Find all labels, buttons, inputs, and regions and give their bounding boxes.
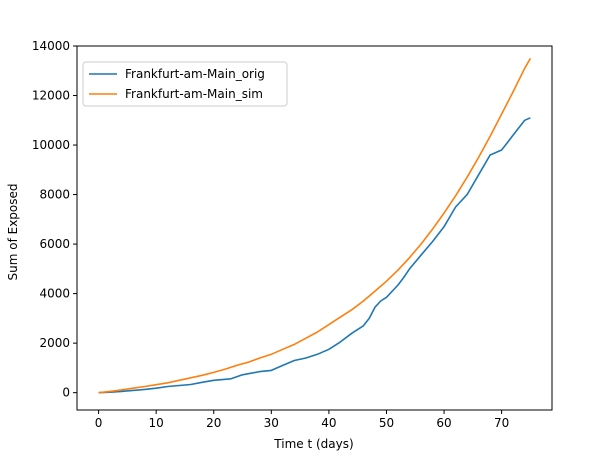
y-tick-label: 12000 xyxy=(32,89,70,103)
y-tick-label: 2000 xyxy=(39,336,70,350)
legend-label-sim: Frankfurt-am-Main_sim xyxy=(125,87,263,101)
y-tick-label: 10000 xyxy=(32,138,70,152)
x-tick-label: 40 xyxy=(321,416,336,430)
x-tick-label: 70 xyxy=(494,416,509,430)
legend: Frankfurt-am-Main_orig Frankfurt-am-Main… xyxy=(82,61,288,107)
y-tick-label: 0 xyxy=(62,386,70,400)
y-tick-label: 6000 xyxy=(39,237,70,251)
x-tick-label: 0 xyxy=(95,416,103,430)
legend-frame xyxy=(82,61,288,107)
x-tick-label: 20 xyxy=(206,416,221,430)
x-tick-label: 30 xyxy=(264,416,279,430)
plot-frame xyxy=(76,45,553,411)
legend-label-orig: Frankfurt-am-Main_orig xyxy=(125,67,265,81)
x-tick-label: 50 xyxy=(379,416,394,430)
y-tick-label: 14000 xyxy=(32,39,70,53)
x-axis-label: Time t (days) xyxy=(273,437,353,451)
x-axis: 0 10 20 30 40 50 60 70 xyxy=(95,410,509,430)
series-line-sim xyxy=(98,58,532,394)
y-axis: 0 2000 4000 6000 8000 10000 12000 14000 xyxy=(32,39,77,400)
x-tick-label: 10 xyxy=(149,416,164,430)
y-tick-label: 4000 xyxy=(39,287,70,301)
plot-area xyxy=(98,58,532,394)
x-tick-label: 60 xyxy=(436,416,451,430)
y-tick-label: 8000 xyxy=(39,188,70,202)
series-line-orig xyxy=(98,117,531,394)
y-axis-label: Sum of Exposed xyxy=(6,183,20,280)
